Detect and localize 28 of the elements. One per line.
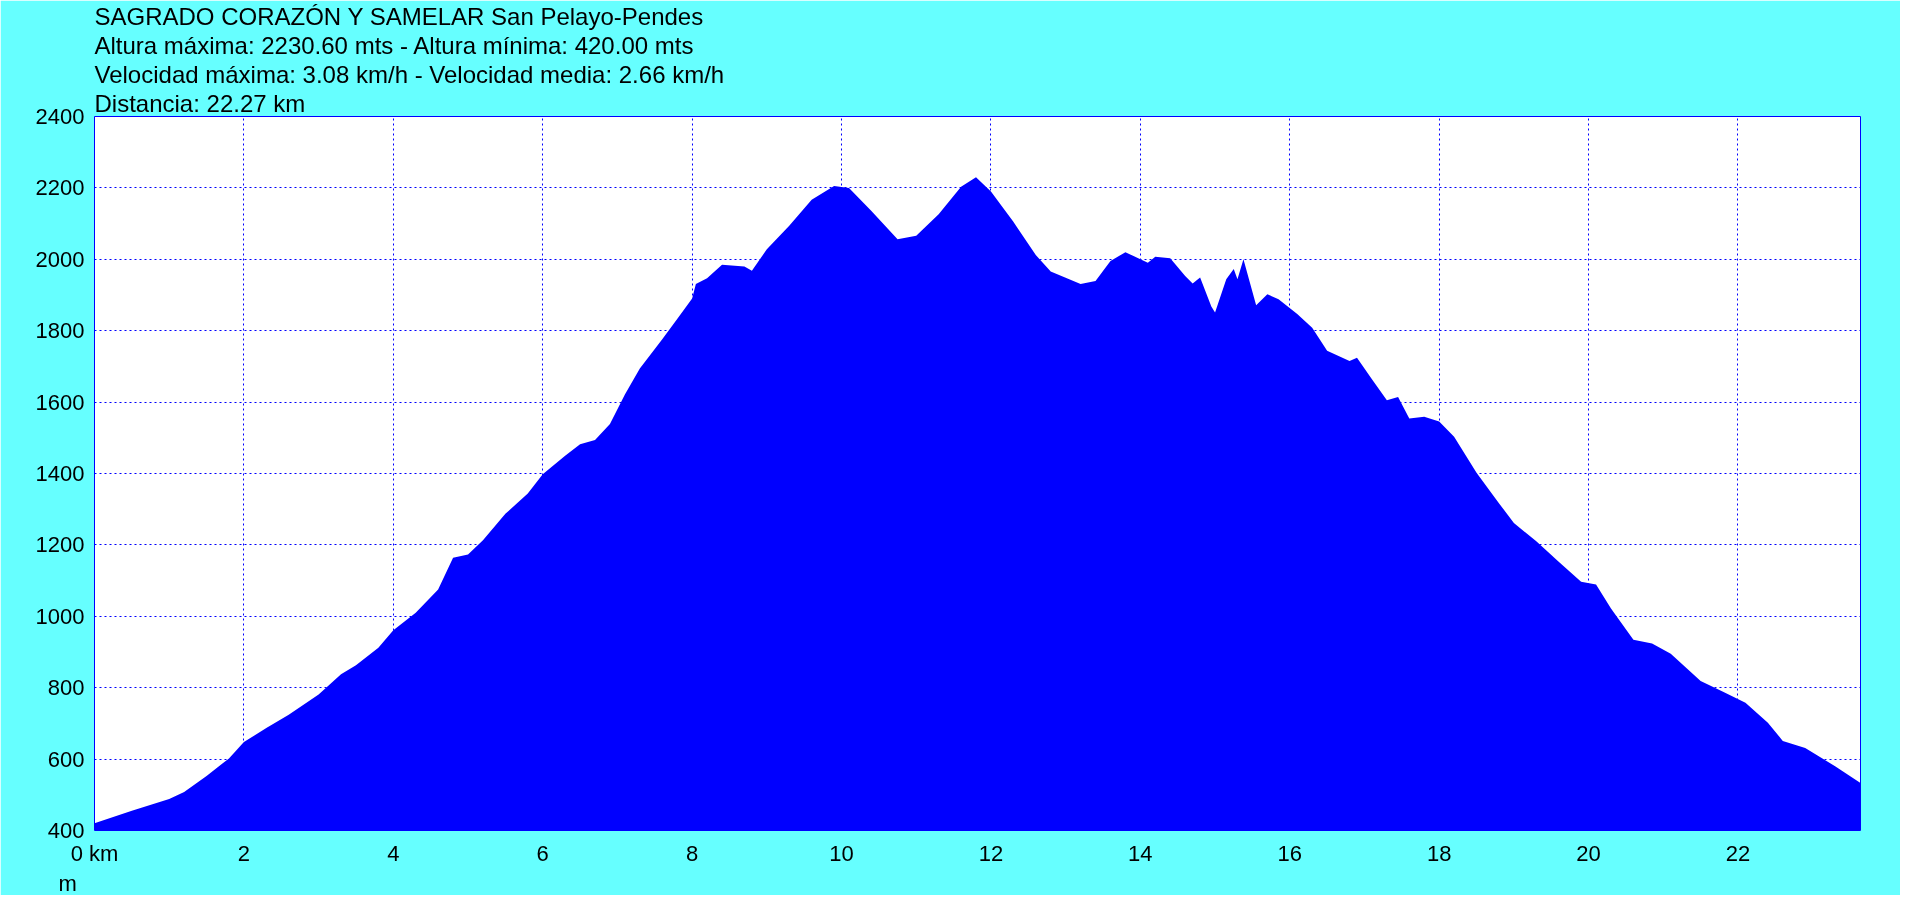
y-tick-label: 800 <box>47 675 85 701</box>
y-tick-label: 1800 <box>35 318 85 344</box>
x-tick-label: 0 km <box>70 840 119 866</box>
y-tick-label: 1600 <box>35 389 85 415</box>
x-tick-label: 16 <box>1277 840 1303 866</box>
annotation: Distancia: 22.27 km <box>94 89 306 117</box>
x-tick-label: 12 <box>978 840 1004 866</box>
text: Altura máxima: 2230.60 mts - Altura mínima: 420.00 mts <box>94 31 694 59</box>
y-tick-label: 600 <box>47 746 85 772</box>
x-tick-label: 8 <box>686 840 699 866</box>
y-tick-label: 2200 <box>35 175 85 201</box>
x-tick-label: 22 <box>1725 840 1751 866</box>
y-tick-label: 2400 <box>35 104 85 129</box>
x-tick-label: 20 <box>1576 840 1601 866</box>
x-tick-label: 14 <box>1128 840 1153 866</box>
y-tick-label: 1200 <box>35 532 85 558</box>
y-tick-label: 2000 <box>35 246 85 272</box>
y-tick-label: 400 <box>47 818 85 843</box>
text: Velocidad máxima: 3.08 km/h - Velocidad media: 2.66 km/h <box>94 60 725 88</box>
y-axis-title: m <box>58 870 77 896</box>
x-tick-label: 6 <box>536 840 549 866</box>
y-tick-label: 1000 <box>35 603 85 629</box>
x-tick-label: 18 <box>1426 840 1452 866</box>
x-tick-label: 10 <box>829 840 854 866</box>
chart-title: SAGRADO CORAZÓN Y SAMELAR San Pelayo-Pendes <box>94 2 704 30</box>
x-tick-label: 2 <box>237 840 251 866</box>
y-tick-label: 1400 <box>35 461 85 486</box>
x-tick-label: 4 <box>387 840 400 866</box>
